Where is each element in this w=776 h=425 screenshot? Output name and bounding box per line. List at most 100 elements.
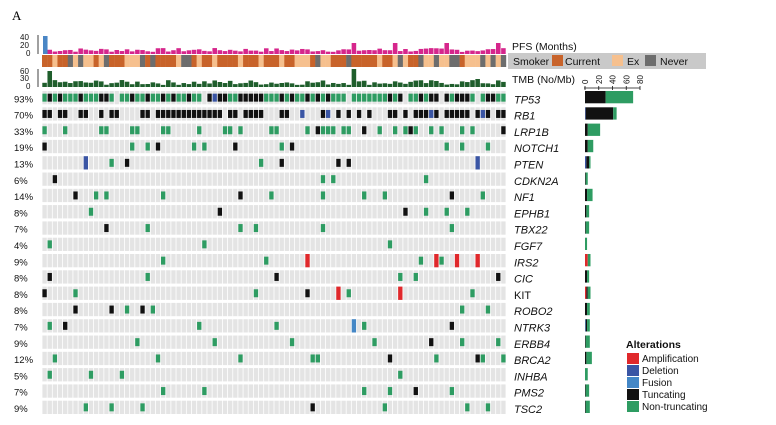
grid-cell xyxy=(202,368,207,382)
grid-cell xyxy=(403,368,408,382)
grid-cell xyxy=(465,286,470,300)
grid-cell xyxy=(336,400,341,414)
smoker-cell xyxy=(485,55,491,67)
grid-cell xyxy=(341,335,346,349)
pfs-bars xyxy=(43,36,506,54)
grid-cell xyxy=(191,270,197,284)
alteration-mark xyxy=(145,93,150,102)
grid-cell xyxy=(341,400,346,414)
tmb-tick-top: 60 xyxy=(20,67,29,76)
grid-cell xyxy=(171,384,176,398)
grid-cell xyxy=(485,205,491,219)
grid-cell xyxy=(346,384,351,398)
grid-cell xyxy=(145,335,150,349)
grid-cell xyxy=(130,221,135,235)
grid-cell xyxy=(418,123,424,137)
alteration-mark xyxy=(109,109,114,118)
tmb-bar xyxy=(361,80,367,87)
grid-cell xyxy=(274,286,279,300)
grid-cell xyxy=(78,400,83,414)
grid-cell xyxy=(367,237,372,251)
grid-cell xyxy=(78,270,83,284)
grid-cell xyxy=(150,237,156,251)
smoker-ex-label: Ex xyxy=(627,56,640,68)
alteration-bar-segment xyxy=(605,91,634,104)
alteration-mark xyxy=(429,338,434,347)
grid-cell xyxy=(264,139,269,154)
alteration-mark xyxy=(356,109,362,118)
grid-cell xyxy=(124,172,130,186)
grid-cell xyxy=(171,286,176,300)
grid-cell xyxy=(109,368,114,382)
alteration-bar-segment xyxy=(585,237,588,250)
grid-cell xyxy=(346,302,351,317)
grid-cell xyxy=(418,270,424,284)
alteration-mark xyxy=(351,93,357,102)
grid-cell xyxy=(238,368,243,382)
grid-cell xyxy=(284,270,290,284)
pfs-bar xyxy=(428,48,434,54)
grid-cell xyxy=(325,319,331,333)
grid-cell xyxy=(367,205,372,219)
grid-cell xyxy=(197,270,202,284)
grid-cell xyxy=(403,91,408,105)
grid-cell xyxy=(99,237,104,251)
row-percentage: 6% xyxy=(14,176,28,187)
grid-cell xyxy=(191,351,197,366)
grid-cell xyxy=(202,319,207,333)
grid-cell xyxy=(387,123,393,137)
grid-cell xyxy=(248,188,253,203)
grid-cell xyxy=(429,351,434,366)
grid-cell xyxy=(217,254,223,268)
grid-cell xyxy=(135,384,140,398)
pfs-bar xyxy=(470,50,475,54)
grid-cell xyxy=(372,384,377,398)
grid-cell xyxy=(109,139,114,154)
grid-cell xyxy=(269,270,274,284)
tmb-bar xyxy=(289,83,295,87)
grid-cell xyxy=(295,319,300,333)
alteration-mark xyxy=(243,109,248,118)
tmb-bar xyxy=(501,81,506,87)
grid-cell xyxy=(171,221,176,235)
grid-cell xyxy=(47,221,52,235)
grid-cell xyxy=(496,302,501,317)
tmb-bar xyxy=(114,82,120,87)
grid-cell xyxy=(160,221,166,235)
grid-cell xyxy=(99,254,104,268)
grid-cell xyxy=(485,237,491,251)
grid-cell xyxy=(253,237,259,251)
alteration-mark xyxy=(150,305,156,314)
pfs-bar xyxy=(119,51,125,54)
grid-cell xyxy=(114,91,119,105)
grid-cell xyxy=(305,319,310,333)
grid-cell xyxy=(228,205,233,219)
grid-cell xyxy=(114,302,119,317)
grid-cell xyxy=(150,335,156,349)
smoker-cell xyxy=(263,55,270,67)
grid-cell xyxy=(150,156,156,170)
grid-cell xyxy=(485,188,491,203)
grid-cell xyxy=(197,254,202,268)
grid-cell xyxy=(480,123,485,137)
grid-cell xyxy=(372,188,377,203)
grid-cell xyxy=(367,172,372,186)
grid-cell xyxy=(490,237,496,251)
grid-cell xyxy=(346,319,351,333)
grid-cell xyxy=(387,172,393,186)
grid-cell xyxy=(99,221,104,235)
alteration-mark xyxy=(145,224,150,233)
grid-cell xyxy=(124,254,130,268)
grid-cell xyxy=(83,351,88,366)
grid-cell xyxy=(222,368,228,382)
tmb-bar xyxy=(52,80,58,87)
tmb-bar xyxy=(392,81,398,87)
grid-cell xyxy=(279,237,284,251)
grid-cell xyxy=(485,123,491,137)
grid-cell xyxy=(181,351,186,366)
pfs-bar xyxy=(248,50,254,54)
grid-cell xyxy=(109,254,114,268)
grid-cell xyxy=(429,368,434,382)
grid-cell xyxy=(93,205,99,219)
grid-cell xyxy=(238,107,243,121)
